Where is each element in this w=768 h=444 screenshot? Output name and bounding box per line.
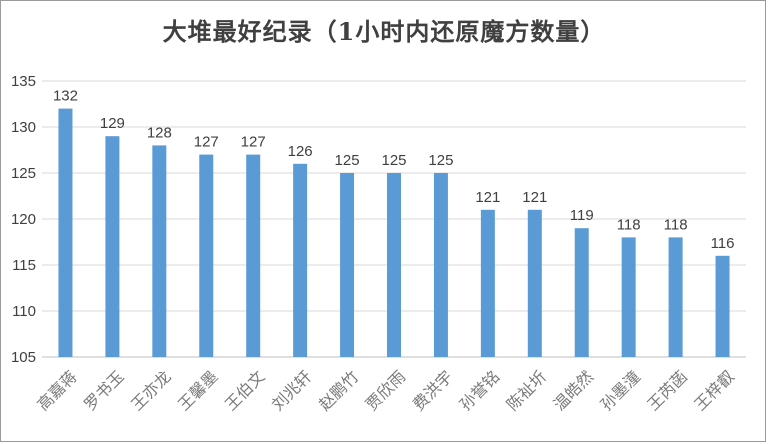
y-tick-label: 110: [12, 303, 36, 320]
x-tick-label: 费洪宇: [409, 367, 456, 414]
y-tick-label: 135: [11, 73, 36, 90]
x-tick-label: 孙誉铭: [456, 367, 503, 414]
bar: [387, 173, 401, 357]
y-tick-label: 115: [12, 257, 36, 274]
x-axis: 高嘉蒋 罗书玉 王亦龙 王馨墨 王伯文 刘兆轩 赵鹏竹 贾欣雨 费洪宇 孙誉铭 陈祉圻 温皓然 孙墨潼王…: [33, 367, 737, 414]
bar: [246, 154, 261, 357]
bar: [293, 163, 308, 357]
bar: [527, 209, 542, 357]
y-tick-label: 105: [11, 349, 36, 366]
bar: [715, 255, 730, 357]
x-tick-label: 王梓叡: [690, 367, 737, 414]
data-label: 126: [288, 143, 313, 160]
data-label: 127: [241, 134, 266, 151]
data-label: 125: [335, 152, 360, 169]
bar: [668, 237, 683, 357]
data-label: 129: [100, 115, 125, 132]
bar: [574, 228, 589, 357]
bar: [199, 154, 214, 357]
data-label: 121: [475, 189, 500, 206]
x-tick-label: 王芮菡: [644, 367, 691, 414]
y-axis: 105 110 115 120 125 130 135: [11, 73, 36, 366]
data-label: 125: [428, 152, 453, 169]
bar: [105, 136, 120, 357]
y-tick-label: 130: [11, 119, 36, 136]
x-tick-label: 王亦龙: [127, 367, 174, 414]
y-tick-label: 125: [11, 165, 36, 182]
data-label: 118: [617, 216, 641, 233]
x-tick-label: 高嘉蒋: [33, 367, 80, 414]
data-label: 132: [53, 88, 78, 105]
x-tick-label: 王馨墨: [174, 367, 221, 414]
data-label: 119: [570, 207, 594, 224]
x-tick-label: 王伯文: [221, 367, 268, 414]
x-tick-label: 赵鹏竹: [315, 367, 362, 414]
data-label: 116: [711, 235, 735, 252]
bar: [621, 237, 636, 357]
bar: [152, 145, 167, 357]
chart-title: 大堆最好纪录（1小时内还原魔方数量）: [162, 17, 606, 46]
x-tick-label: 孙墨潼: [597, 367, 644, 414]
x-tick-label: 刘兆轩: [268, 367, 315, 414]
bar: [340, 173, 355, 357]
data-label: 128: [147, 124, 172, 141]
data-label: 118: [664, 216, 688, 233]
y-tick-label: 120: [11, 211, 36, 228]
x-tick-label: 贾欣雨: [362, 367, 409, 414]
data-label: 121: [522, 189, 547, 206]
x-tick-label: 罗书玉: [80, 367, 127, 414]
x-tick-label: 温皓然: [550, 367, 597, 414]
bar: [433, 173, 448, 357]
data-labels: 132 129 128 127 127 126 125 125 125 121 121 119 118 1…: [53, 88, 735, 252]
data-label: 125: [381, 152, 406, 169]
bar: [480, 209, 495, 357]
bars: [58, 108, 730, 357]
x-tick-label: 陈祉圻: [503, 367, 550, 414]
data-label: 127: [194, 134, 219, 151]
bar: [58, 108, 73, 357]
